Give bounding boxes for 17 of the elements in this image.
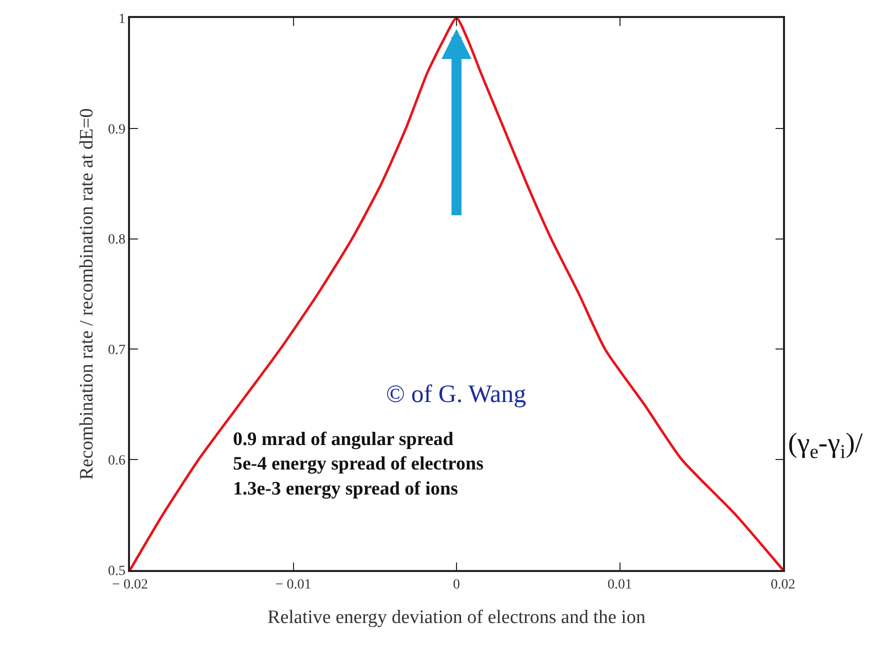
y-axis-title: Recombination rate / recombination rate at dE=0 [76,108,98,480]
x-tick-label: − 0.01 [275,578,312,593]
y-tick-label: 0.6 [108,454,126,468]
x-tick-label: − 0.02 [112,578,148,593]
x-axis-title: Relative energy deviation of electrons and the ion [268,606,646,628]
line-series [130,18,783,570]
y-tick-label: 0.9 [108,122,126,138]
y-tick-label: 0.7 [108,343,126,358]
y-tick-label: 0.8 [108,232,126,248]
x-tick-label: 0.01 [608,578,632,593]
annotation: 0.9 mrad of angular spread 5e-4 energy spread of electrons 1.3e-3 energy spread of ions [233,429,484,500]
y-tick-label: 0.5 [108,564,126,579]
annotation: © of G. Wang [386,381,527,408]
x-tick-label: 0 [453,578,460,593]
text: (γ$_{e}$-γ$_{i}$)/ [788,428,863,463]
y-tick-label: 1 [118,12,126,27]
x-tick-label: 0.02 [770,578,796,593]
